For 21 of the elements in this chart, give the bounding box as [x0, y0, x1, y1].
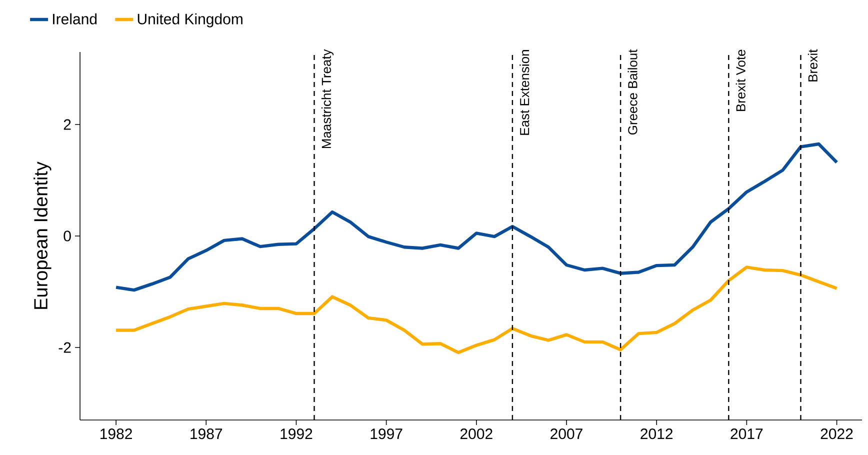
- x-tick-label: 1982: [100, 428, 132, 440]
- ref-line-label: Brexit: [808, 49, 818, 82]
- y-tick-label: 2: [64, 119, 71, 130]
- y-tick-label: -2: [58, 342, 71, 353]
- x-tick-label: 1992: [280, 428, 312, 440]
- y-tick-label: 0: [64, 230, 71, 242]
- ref-line-label: Brexit Vote: [736, 50, 746, 111]
- x-tick-label: 2007: [550, 428, 582, 440]
- legend-label: Ireland: [53, 13, 97, 24]
- x-tick-label: 2017: [730, 428, 763, 440]
- legend-label: United Kingdom: [138, 13, 242, 28]
- ref-line-label: East Extension: [520, 50, 530, 135]
- x-tick-label: 2002: [460, 428, 492, 440]
- x-tick-label: 1997: [370, 428, 402, 440]
- ref-line-label: Greece Bailout: [628, 49, 638, 135]
- line-series: [114, 266, 838, 354]
- x-tick-label: 2012: [640, 428, 673, 440]
- x-tick-label: 1987: [190, 428, 222, 440]
- y-axis-title: European Identity: [34, 162, 52, 309]
- x-tick-label: 2022: [820, 428, 853, 440]
- ref-line-label: Maastricht Treaty: [321, 49, 334, 148]
